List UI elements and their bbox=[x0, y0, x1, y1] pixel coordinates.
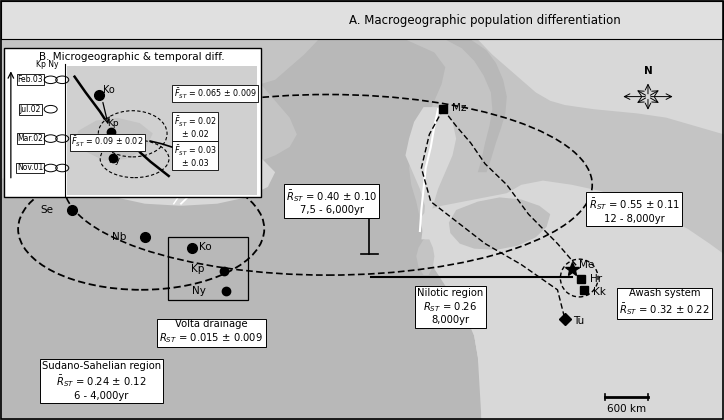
Text: Jul.02: Jul.02 bbox=[20, 105, 41, 114]
Text: $\bar{F}_{ST}$ = 0.065 ± 0.009: $\bar{F}_{ST}$ = 0.065 ± 0.009 bbox=[174, 87, 256, 101]
Polygon shape bbox=[445, 39, 507, 172]
Polygon shape bbox=[76, 118, 153, 160]
Text: Ko: Ko bbox=[103, 85, 114, 95]
Text: Se: Se bbox=[41, 205, 54, 215]
Text: Nb: Nb bbox=[111, 232, 126, 242]
Bar bbox=[168, 237, 248, 300]
Bar bbox=[67, 66, 257, 195]
Text: B. Microgeographic & temporal diff.: B. Microgeographic & temporal diff. bbox=[39, 52, 225, 62]
Text: Kp: Kp bbox=[107, 119, 119, 128]
Text: $\bar{R}_{ST}$ = 0.40 ± 0.10
7,5 - 6,000yr: $\bar{R}_{ST}$ = 0.40 ± 0.10 7,5 - 6,000… bbox=[286, 188, 377, 215]
Polygon shape bbox=[405, 107, 456, 239]
Text: $\bar{F}_{ST}$ = 0.03
± 0.03: $\bar{F}_{ST}$ = 0.03 ± 0.03 bbox=[174, 144, 216, 168]
Text: Volta drainage
$R_{ST}$ = 0.015 ± 0.009: Volta drainage $R_{ST}$ = 0.015 ± 0.009 bbox=[159, 319, 264, 345]
Polygon shape bbox=[449, 197, 550, 250]
Text: Sudano-Sahelian region
$\bar{R}_{ST}$ = 0.24 ± 0.12
6 - 4,000yr: Sudano-Sahelian region $\bar{R}_{ST}$ = … bbox=[42, 361, 161, 401]
Polygon shape bbox=[319, 39, 724, 419]
Polygon shape bbox=[405, 39, 724, 134]
Polygon shape bbox=[1, 39, 319, 193]
Polygon shape bbox=[471, 260, 724, 419]
Text: Nov.01: Nov.01 bbox=[17, 163, 43, 173]
Text: Ko: Ko bbox=[199, 241, 211, 252]
Text: Nilotic region
$R_{ST}$ = 0.26
8,000yr: Nilotic region $R_{ST}$ = 0.26 8,000yr bbox=[417, 288, 484, 326]
Text: Hr: Hr bbox=[590, 274, 602, 284]
Bar bbox=[1, 1, 723, 39]
Text: Mar.02: Mar.02 bbox=[17, 134, 43, 143]
Text: $\bar{R}_{ST}$ = 0.55 ± 0.11
12 - 8,000yr: $\bar{R}_{ST}$ = 0.55 ± 0.11 12 - 8,000y… bbox=[589, 196, 680, 224]
Text: Kp Ny: Kp Ny bbox=[35, 60, 59, 69]
Text: Me: Me bbox=[579, 260, 594, 270]
Text: A. Macrogeographic population differentiation: A. Macrogeographic population differenti… bbox=[349, 14, 621, 26]
Text: Ny: Ny bbox=[109, 156, 121, 165]
Polygon shape bbox=[416, 239, 434, 275]
Text: Kp: Kp bbox=[191, 264, 204, 274]
Text: Ny: Ny bbox=[192, 286, 206, 296]
Text: 600 km: 600 km bbox=[607, 404, 647, 415]
Text: $\bar{F}_{ST}$ = 0.09 ± 0.02: $\bar{F}_{ST}$ = 0.09 ± 0.02 bbox=[71, 135, 143, 150]
Text: Kk: Kk bbox=[593, 287, 606, 297]
Text: Awash system
$\bar{R}_{ST}$ = 0.32 ± 0.22: Awash system $\bar{R}_{ST}$ = 0.32 ± 0.2… bbox=[619, 288, 710, 317]
Text: $\bar{F}_{ST}$ = 0.02
± 0.02: $\bar{F}_{ST}$ = 0.02 ± 0.02 bbox=[174, 115, 216, 139]
Text: Tu: Tu bbox=[573, 316, 585, 326]
Text: Mz: Mz bbox=[452, 103, 466, 113]
Polygon shape bbox=[420, 181, 724, 419]
Text: N: N bbox=[644, 66, 652, 76]
Text: Feb.03: Feb.03 bbox=[17, 75, 43, 84]
Polygon shape bbox=[94, 134, 275, 206]
Bar bbox=[4, 48, 261, 197]
